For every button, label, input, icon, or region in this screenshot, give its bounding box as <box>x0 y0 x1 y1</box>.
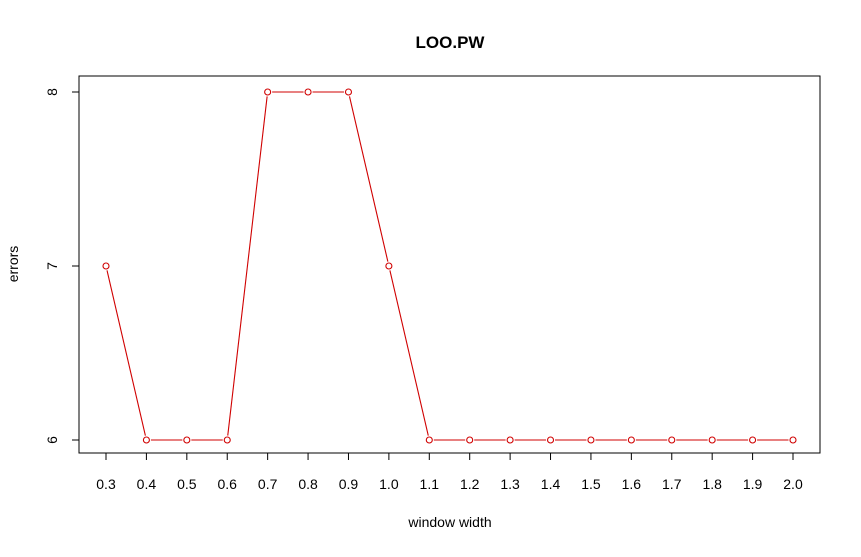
x-tick-label: 1.9 <box>743 476 763 492</box>
x-tick-label: 0.9 <box>339 476 359 492</box>
series-line-segment <box>348 96 389 262</box>
series-line-segment <box>389 270 429 436</box>
data-point <box>183 436 191 444</box>
data-point <box>627 436 635 444</box>
data-point <box>264 88 272 96</box>
plot-frame <box>78 75 821 454</box>
data-point <box>587 436 595 444</box>
x-tick-label: 0.3 <box>96 476 116 492</box>
x-tick-label: 1.7 <box>662 476 682 492</box>
series-line-segment <box>106 270 146 436</box>
data-point <box>506 436 514 444</box>
x-tick-label: 1.6 <box>622 476 642 492</box>
data-point <box>223 436 231 444</box>
series-layer <box>102 88 797 444</box>
data-point <box>749 436 757 444</box>
data-point <box>425 436 433 444</box>
y-axis: 6 7 8 <box>44 88 79 444</box>
data-point <box>304 88 312 96</box>
x-tick-label: 1.3 <box>500 476 520 492</box>
y-tick-label: 6 <box>44 436 60 444</box>
x-tick-label: 1.5 <box>581 476 601 492</box>
data-point <box>668 436 676 444</box>
x-tick-label: 1.8 <box>702 476 722 492</box>
x-tick-label: 0.8 <box>298 476 318 492</box>
x-axis: 0.3 0.4 0.5 0.6 0.7 0.8 0.9 1.0 1.1 1.2 1.3 1.4 1.5 1… <box>96 453 803 492</box>
data-point <box>708 436 716 444</box>
x-tick-label: 1.2 <box>460 476 480 492</box>
x-axis-title: window width <box>407 514 491 530</box>
data-point <box>466 436 474 444</box>
y-axis-title: errors <box>5 246 21 283</box>
data-point <box>385 262 393 270</box>
x-tick-label: 0.5 <box>177 476 197 492</box>
chart-title: LOO.PW <box>416 33 486 52</box>
data-point <box>142 436 150 444</box>
data-point <box>546 436 555 444</box>
x-tick-label: 0.4 <box>137 476 157 492</box>
x-tick-label: 1.4 <box>541 476 561 492</box>
series-line-segment <box>227 96 268 436</box>
data-point <box>344 88 353 96</box>
x-tick-label: 0.6 <box>218 476 238 492</box>
y-tick-label: 7 <box>44 262 60 270</box>
x-tick-label: 2.0 <box>783 476 803 492</box>
y-tick-label: 8 <box>44 88 60 96</box>
data-point <box>102 262 110 270</box>
data-point <box>789 436 797 444</box>
x-tick-label: 0.7 <box>258 476 278 492</box>
x-tick-label: 1.1 <box>420 476 440 492</box>
x-tick-label: 1.0 <box>379 476 399 492</box>
